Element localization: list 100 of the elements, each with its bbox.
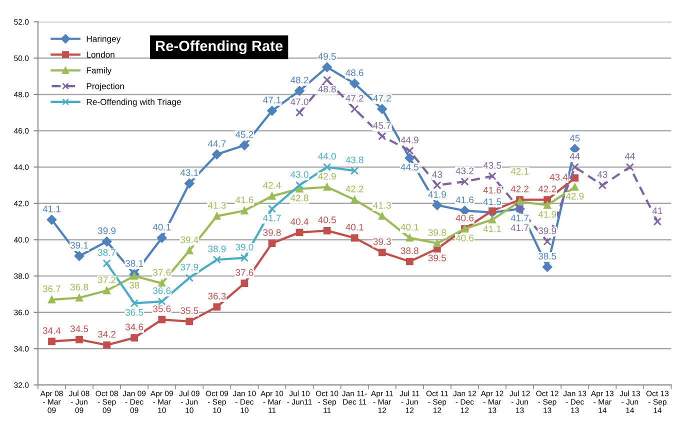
point [542,262,552,272]
point [322,162,332,172]
data-label: 42.1 [510,168,529,175]
point [102,236,112,246]
data-label: 37.6 [153,269,171,276]
data-label: 42.9 [566,192,584,200]
point [240,254,249,262]
data-label: 41.1 [483,226,501,232]
data-label: 43 [432,171,442,178]
point [544,202,552,209]
data-label: 38.7 [98,249,116,256]
data-label: 45.2 [235,131,254,138]
point [158,297,166,306]
point [322,62,332,72]
point [185,274,194,282]
point [460,178,469,186]
point [212,256,222,264]
data-label: 45 [570,134,580,142]
data-label: 40.1 [152,224,171,230]
data-label: 41.3 [373,202,391,209]
point [350,196,358,204]
data-label: 38.5 [538,252,556,260]
point [130,334,138,342]
point [296,228,304,236]
data-label: 41.7 [263,214,281,222]
point [350,104,359,114]
point [434,240,441,248]
point [488,206,496,214]
data-label: 39.3 [373,238,391,245]
point [103,341,110,349]
data-label: 44.0 [318,152,336,160]
data-label: 42.2 [538,186,556,192]
data-label: 43.8 [346,156,364,164]
data-label: 43 [597,171,608,178]
point [212,149,222,160]
data-label: 44.7 [208,140,226,147]
point [76,336,83,344]
data-label: 36.3 [208,292,226,300]
data-label: 40.5 [318,216,336,224]
data-label: 49.5 [318,53,336,60]
point [350,78,360,88]
data-label: 40.6 [456,214,474,222]
data-label: 36.8 [70,284,88,290]
point [488,172,496,180]
data-label: 40.4 [290,218,308,226]
data-label: 39.0 [236,244,254,250]
data-label: 41.9 [538,211,556,218]
point [130,299,138,308]
point [268,240,276,248]
data-label: 40.1 [346,224,364,230]
data-label: 36.7 [42,286,60,292]
data-label: 42.2 [510,186,529,192]
data-label: 34.5 [70,325,88,332]
point [433,181,442,190]
point [406,258,414,266]
text: Re-Offending Rate [156,40,283,54]
data-label: 48.2 [290,76,308,84]
point [102,259,111,268]
data-label: 45.7 [373,122,391,129]
legend-label: Re-Offending with Triage [86,98,181,107]
point [267,106,277,116]
point [406,234,414,242]
data-label: 41.7 [510,224,529,231]
point [350,234,358,242]
data-label: 34.2 [98,330,116,338]
data-label: 39.4 [180,236,198,244]
data-label: 47.2 [346,94,364,102]
point [378,132,386,140]
data-label: 41.5 [483,198,502,206]
data-label: 42.9 [318,172,336,180]
point [543,237,552,246]
data-label: 44.9 [400,136,418,144]
point [350,166,359,175]
data-label: 37.2 [98,276,116,284]
data-label: 39.1 [70,242,88,249]
point [626,162,634,172]
data-label: 39.5 [428,254,446,262]
point [240,206,248,214]
data-label: 43.2 [456,167,474,174]
point [268,204,276,213]
point [295,108,304,117]
data-label: 44 [624,153,635,160]
legend-label: London [86,51,114,58]
legend-label: Family [86,67,112,76]
data-label: 34.4 [42,327,61,334]
point [377,104,388,114]
data-label: 37.9 [180,264,198,270]
point [378,248,386,256]
data-label: 36.5 [126,309,144,316]
point [46,214,57,225]
point [598,181,606,190]
data-label: 41.3 [208,202,226,209]
data-label: 42.2 [346,186,364,192]
data-label: 37.6 [236,269,254,276]
data-label: 38.1 [126,260,144,267]
data-label: 41 [652,208,662,214]
data-label: 39.8 [428,229,446,236]
point [432,200,442,210]
point [570,144,580,154]
data-label: 40.6 [456,234,474,242]
